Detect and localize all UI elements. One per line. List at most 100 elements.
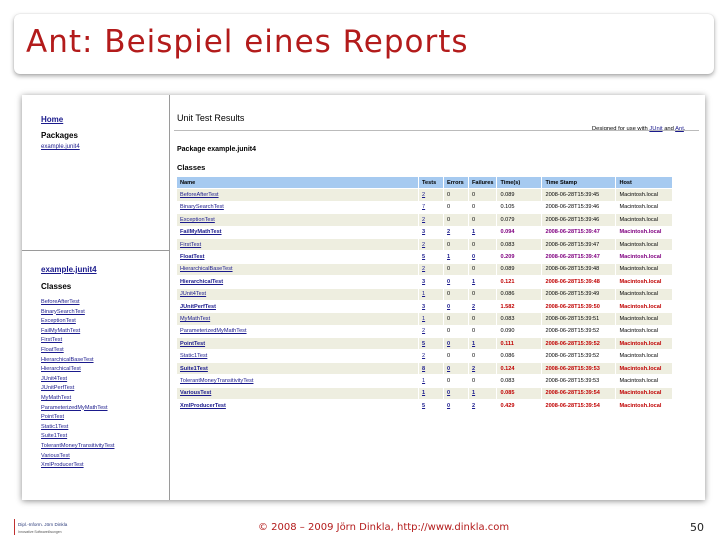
cell-tests[interactable]: 2 bbox=[419, 214, 443, 226]
cell-tests[interactable]: 5 bbox=[419, 400, 443, 412]
cell-failures[interactable]: 2 bbox=[469, 400, 497, 412]
report-main-frame: Unit Test Results Designed for use with … bbox=[170, 95, 705, 500]
nav-class-link[interactable]: BeforeAfterTest bbox=[41, 299, 80, 305]
cell-tests[interactable]: 5 bbox=[419, 251, 443, 263]
cell-name[interactable]: XmlProducerTest bbox=[177, 400, 418, 412]
cell-tests[interactable]: 2 bbox=[419, 350, 443, 362]
cell-errors[interactable]: 0 bbox=[444, 362, 468, 375]
table-row: VariousTest 1 0 1 0.085 2008-06-28T15:39:54 Ma… bbox=[177, 387, 673, 400]
junit-link[interactable]: JUnit bbox=[649, 126, 663, 132]
cell-name[interactable]: ExceptionTest bbox=[177, 214, 418, 226]
nav-class-link[interactable]: Suite1Test bbox=[41, 433, 68, 440]
nav-home-link[interactable]: Home bbox=[41, 115, 64, 124]
nav-class-link[interactable]: JUnit4Test bbox=[41, 375, 68, 382]
cell-host: Macintosh.local bbox=[616, 325, 673, 338]
ant-link[interactable]: Ant bbox=[675, 126, 684, 132]
cell-tests[interactable]: 3 bbox=[419, 300, 443, 313]
cell-failures[interactable]: 0 bbox=[469, 251, 497, 263]
table-row: BeforeAfterTest 2 0 0 0.089 2008-06-28T15:39:… bbox=[177, 189, 673, 201]
cell-name[interactable]: FailMyMathTest bbox=[177, 226, 418, 238]
nav-package-link[interactable]: example.junit4 bbox=[41, 144, 80, 150]
cell-time: 0.124 bbox=[497, 362, 542, 375]
cell-stamp: 2008-06-28T15:39:53 bbox=[542, 362, 616, 375]
cell-name[interactable]: Suite1Test bbox=[177, 362, 418, 375]
cell-name[interactable]: HierarchicalTest bbox=[177, 276, 418, 288]
cell-errors[interactable]: 0 bbox=[444, 338, 468, 350]
nav-class-link[interactable]: ParameterizedMyMathTest bbox=[41, 404, 108, 411]
cell-errors[interactable]: 0 bbox=[444, 387, 468, 400]
cell-failures[interactable]: 1 bbox=[469, 387, 497, 400]
cell-tests[interactable]: 1 bbox=[419, 313, 443, 325]
cell-tests[interactable]: 1 bbox=[419, 387, 443, 400]
nav-class-link[interactable]: ExceptionTest bbox=[41, 318, 76, 325]
cell-name[interactable]: JUnit4Test bbox=[177, 288, 418, 300]
cell-failures: 0 bbox=[469, 189, 497, 201]
cell-host: Macintosh.local bbox=[616, 251, 673, 263]
slide-title-box: Ant: Beispiel eines Reports bbox=[14, 14, 714, 74]
cell-errors[interactable]: 0 bbox=[444, 400, 468, 412]
cell-failures[interactable]: 1 bbox=[469, 276, 497, 288]
cell-tests[interactable]: 8 bbox=[419, 362, 443, 375]
cell-stamp: 2008-06-28T15:39:47 bbox=[542, 226, 616, 238]
cell-name[interactable]: TolerantMoneyTransitivityTest bbox=[177, 375, 418, 387]
cell-tests[interactable]: 5 bbox=[419, 338, 443, 350]
author-logo: Dipl.-Inform. Jörn Dinkla Innovative Sof… bbox=[14, 518, 82, 538]
nav-class-link[interactable]: PointTest bbox=[41, 414, 65, 421]
cell-name[interactable]: Static1Test bbox=[177, 350, 418, 362]
cell-failures[interactable]: 1 bbox=[469, 226, 497, 238]
cell-errors: 0 bbox=[444, 238, 468, 251]
nav-class-link[interactable]: FailMyMathTest bbox=[41, 327, 81, 334]
cell-tests[interactable]: 1 bbox=[419, 375, 443, 387]
cell-name[interactable]: JUnitPerfTest bbox=[177, 300, 418, 313]
cell-tests[interactable]: 3 bbox=[419, 276, 443, 288]
cell-tests[interactable]: 2 bbox=[419, 238, 443, 251]
cell-errors[interactable]: 0 bbox=[444, 300, 468, 313]
cell-failures[interactable]: 2 bbox=[469, 300, 497, 313]
cell-name[interactable]: FirstTest bbox=[177, 238, 418, 251]
cell-time: 0.079 bbox=[497, 214, 542, 226]
cell-tests[interactable]: 2 bbox=[419, 263, 443, 276]
cell-failures: 0 bbox=[469, 350, 497, 362]
cell-errors[interactable]: 1 bbox=[444, 251, 468, 263]
nav-class-link[interactable]: HierarchicalBaseTest bbox=[41, 356, 94, 363]
cell-errors[interactable]: 2 bbox=[444, 226, 468, 238]
cell-name[interactable]: MyMathTest bbox=[177, 313, 418, 325]
nav-class-link[interactable]: JUnitPerfTest bbox=[41, 385, 75, 392]
cell-stamp: 2008-06-28T15:39:45 bbox=[542, 189, 616, 201]
cell-name[interactable]: HierarchicalBaseTest bbox=[177, 263, 418, 276]
cell-name[interactable]: ParameterizedMyMathTest bbox=[177, 325, 418, 338]
nav-class-link[interactable]: MyMathTest bbox=[41, 394, 72, 401]
cell-name[interactable]: PointTest bbox=[177, 338, 418, 350]
cell-failures[interactable]: 1 bbox=[469, 338, 497, 350]
nav-class-link[interactable]: FirstTest bbox=[41, 337, 63, 344]
cell-name[interactable]: FloatTest bbox=[177, 251, 418, 263]
designed-suffix: . bbox=[683, 126, 686, 132]
nav-class-link[interactable]: VariousTest bbox=[41, 452, 70, 459]
nav-class-link[interactable]: HierarchicalTest bbox=[41, 366, 81, 373]
nav-class-link[interactable]: FloatTest bbox=[41, 346, 64, 353]
table-row: XmlProducerTest 5 0 2 0.429 2008-06-28T15:39:… bbox=[177, 400, 673, 412]
cell-time: 0.089 bbox=[497, 189, 542, 201]
nav-class-link[interactable]: TolerantMoneyTransitivityTest bbox=[41, 442, 115, 449]
cell-failures: 0 bbox=[469, 288, 497, 300]
cell-tests[interactable]: 7 bbox=[419, 201, 443, 214]
cell-name[interactable]: BeforeAfterTest bbox=[177, 189, 418, 201]
cell-stamp: 2008-06-28T15:39:46 bbox=[542, 214, 616, 226]
cell-tests[interactable]: 3 bbox=[419, 226, 443, 238]
cell-tests[interactable]: 2 bbox=[419, 325, 443, 338]
nav-package-title[interactable]: example.junit4 bbox=[41, 265, 97, 274]
cell-host: Macintosh.local bbox=[616, 313, 673, 325]
nav-class-link[interactable]: XmlProducerTest bbox=[41, 462, 84, 469]
cell-failures[interactable]: 2 bbox=[469, 362, 497, 375]
nav-class-link[interactable]: BinarySearchTest bbox=[41, 308, 85, 315]
cell-name[interactable]: VariousTest bbox=[177, 387, 418, 400]
cell-name[interactable]: BinarySearchTest bbox=[177, 201, 418, 214]
cell-stamp: 2008-06-28T15:39:47 bbox=[542, 251, 616, 263]
cell-errors[interactable]: 0 bbox=[444, 276, 468, 288]
cell-errors: 0 bbox=[444, 313, 468, 325]
nav-class-link[interactable]: Static1Test bbox=[41, 423, 69, 430]
cell-tests[interactable]: 1 bbox=[419, 288, 443, 300]
report-nav-frame: Home Packages example.junit4 example.jun… bbox=[22, 95, 170, 500]
table-row: Static1Test 2 0 0 0.086 2008-06-28T15:39:52 Ma… bbox=[177, 350, 673, 362]
cell-tests[interactable]: 2 bbox=[419, 189, 443, 201]
